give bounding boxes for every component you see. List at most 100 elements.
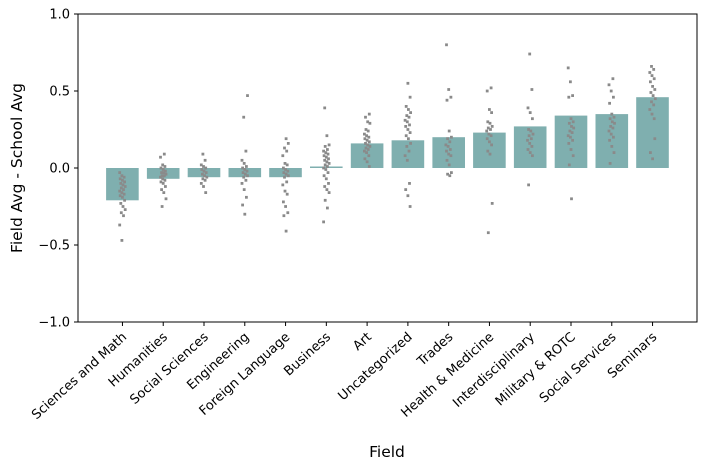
- scatter-point: [322, 149, 325, 153]
- scatter-point: [407, 115, 411, 119]
- scatter-point: [162, 174, 166, 178]
- scatter-point: [527, 183, 530, 187]
- scatter-point: [608, 162, 612, 165]
- scatter-point: [122, 214, 125, 218]
- scatter-point: [245, 195, 248, 199]
- scatter-point: [450, 135, 453, 139]
- scatter-point: [246, 94, 249, 97]
- scatter-point: [649, 151, 652, 154]
- scatter-point: [242, 115, 246, 119]
- scatter-point: [409, 111, 412, 114]
- scatter-point: [650, 100, 653, 104]
- scatter-point: [245, 165, 248, 168]
- scatter-point: [123, 185, 127, 188]
- scatter-point: [609, 125, 613, 128]
- scatter-point: [119, 211, 123, 215]
- scatter-point: [203, 174, 206, 178]
- x-axis-label: Field: [369, 443, 405, 461]
- scatter-point: [526, 106, 530, 110]
- scatter-point: [608, 101, 611, 105]
- scatter-point: [487, 132, 491, 136]
- scatter-point: [610, 120, 614, 124]
- scatter-point: [201, 152, 205, 156]
- scatter-point: [240, 158, 244, 162]
- scatter-point: [324, 151, 328, 154]
- scatter-point: [120, 239, 124, 242]
- scatter-point: [572, 126, 576, 130]
- scatter-point: [569, 135, 572, 139]
- scatter-point: [325, 160, 329, 164]
- scatter-point: [406, 128, 410, 131]
- scatter-point: [122, 175, 126, 179]
- scatter-point: [243, 172, 247, 176]
- scatter-point: [406, 81, 410, 85]
- scatter-point: [653, 137, 657, 141]
- scatter-point: [490, 111, 493, 114]
- scatter-point: [567, 142, 571, 145]
- scatter-point: [365, 151, 368, 154]
- scatter-point: [408, 131, 412, 134]
- scatter-point: [571, 138, 574, 142]
- scatter-point: [405, 158, 409, 162]
- scatter-point: [652, 117, 656, 121]
- scatter-point: [323, 163, 327, 167]
- scatter-point: [160, 205, 164, 208]
- scatter-point: [490, 125, 494, 128]
- scatter-point: [571, 94, 574, 97]
- scatter-point: [650, 112, 654, 116]
- scatter-point: [490, 143, 493, 147]
- axis-ticks-group: [74, 13, 654, 326]
- scatter-point: [324, 177, 328, 181]
- scatter-point: [242, 188, 246, 191]
- bar: [391, 140, 425, 168]
- scatter-point: [286, 169, 290, 173]
- scatter-point: [243, 212, 247, 216]
- scatter-point: [404, 188, 408, 191]
- scatter-point: [490, 202, 494, 205]
- scatter-point: [610, 112, 614, 116]
- scatter-point: [119, 182, 123, 185]
- scatter-point: [241, 203, 244, 207]
- scatter-point: [651, 85, 654, 88]
- scatter-point: [449, 95, 453, 99]
- scatter-point: [447, 152, 451, 156]
- scatter-point: [242, 162, 246, 165]
- scatter-point: [203, 158, 207, 162]
- scatter-point: [164, 169, 167, 173]
- scatter-point: [528, 52, 532, 56]
- scatter-point: [447, 163, 451, 167]
- scatter-point: [528, 111, 532, 114]
- scatter-point: [608, 117, 612, 121]
- scatter-point: [488, 121, 492, 125]
- scatter-point: [325, 134, 329, 138]
- scatter-point: [445, 98, 449, 102]
- scatter-point: [653, 97, 657, 101]
- scatter-point: [650, 74, 654, 77]
- scatter-point: [531, 154, 534, 158]
- scatter-point: [609, 132, 613, 136]
- scatter-point: [120, 174, 124, 178]
- scatter-point: [285, 180, 289, 184]
- scatter-point: [406, 194, 410, 198]
- scatter-point: [526, 148, 530, 151]
- scatter-point: [444, 143, 448, 147]
- scatter-point: [612, 151, 616, 154]
- scatter-point: [445, 158, 449, 162]
- scatter-point: [366, 148, 370, 151]
- scatter-point: [569, 148, 573, 151]
- scatter-point: [653, 88, 657, 91]
- scatter-point: [408, 205, 412, 208]
- bars-group: [106, 97, 669, 201]
- scatter-point: [485, 129, 489, 133]
- scatter-point: [161, 168, 165, 171]
- scatter-point: [531, 117, 534, 121]
- scatter-point: [241, 166, 244, 170]
- scatter-point: [364, 115, 367, 119]
- scatter-point: [571, 154, 575, 158]
- scatter-point: [324, 155, 328, 159]
- scatter-point: [123, 180, 126, 184]
- scatter-point: [284, 229, 288, 233]
- scatter-point: [159, 175, 162, 179]
- scatter-point: [488, 108, 491, 111]
